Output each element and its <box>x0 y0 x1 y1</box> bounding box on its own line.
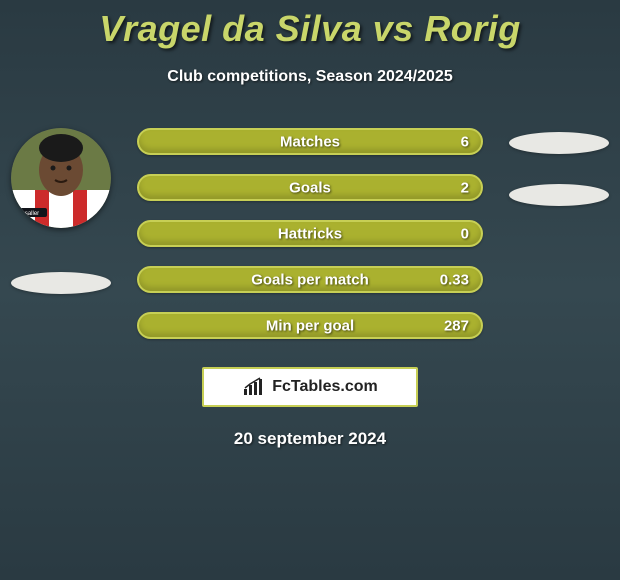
stat-label: Goals per match <box>251 271 369 288</box>
stat-bar-goals: Goals 2 <box>137 174 483 201</box>
stat-value: 6 <box>461 133 469 150</box>
avatar-left: saller <box>11 128 111 228</box>
stat-bar-matches: Matches 6 <box>137 128 483 155</box>
comparison-arena: saller Matches 6 Goals 2 Hattricks 0 Goa… <box>0 128 620 339</box>
avatar-left-shadow <box>11 272 111 294</box>
stat-value: 0.33 <box>440 271 469 288</box>
date-label: 20 september 2024 <box>0 429 620 449</box>
stat-bars: Matches 6 Goals 2 Hattricks 0 Goals per … <box>137 128 483 339</box>
page-title: Vragel da Silva vs Rorig <box>0 0 620 50</box>
brand-box: FcTables.com <box>202 367 418 407</box>
stat-label: Min per goal <box>266 317 354 334</box>
brand-text: FcTables.com <box>272 378 378 396</box>
subtitle: Club competitions, Season 2024/2025 <box>0 68 620 86</box>
stat-label: Matches <box>280 133 340 150</box>
player-right-shadow-1 <box>509 132 609 154</box>
player-left: saller <box>6 128 116 294</box>
stat-label: Goals <box>289 179 331 196</box>
stat-bar-hattricks: Hattricks 0 <box>137 220 483 247</box>
avatar-left-graphic: saller <box>11 128 111 228</box>
stat-value: 2 <box>461 179 469 196</box>
stat-bar-goals-per-match: Goals per match 0.33 <box>137 266 483 293</box>
stat-value: 287 <box>444 317 469 334</box>
stat-value: 0 <box>461 225 469 242</box>
player-right <box>504 128 614 206</box>
brand-chart-icon <box>242 377 266 397</box>
svg-text:saller: saller <box>25 211 39 217</box>
stat-bar-min-per-goal: Min per goal 287 <box>137 312 483 339</box>
player-right-shadow-2 <box>509 184 609 206</box>
stat-label: Hattricks <box>278 225 342 242</box>
